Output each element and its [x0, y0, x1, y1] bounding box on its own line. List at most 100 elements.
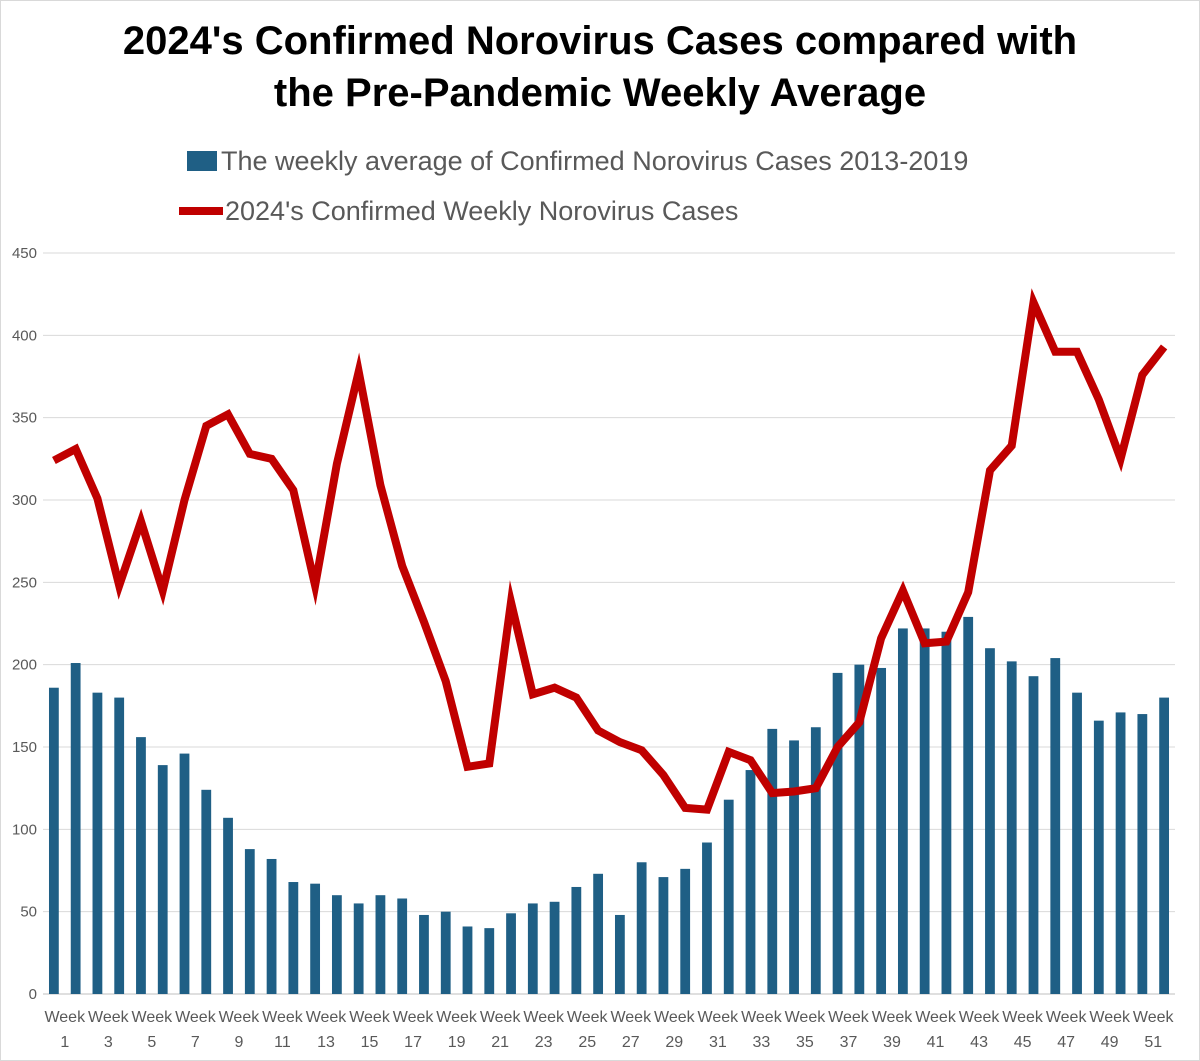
bar-week-11 — [266, 858, 277, 994]
bar-week-36 — [810, 727, 821, 994]
x-tick-number: 49 — [1101, 1034, 1119, 1051]
x-tick-label: Week 33 — [741, 1009, 783, 1051]
x-tick-prefix: Week — [436, 1009, 478, 1026]
y-tick-label: 250 — [12, 574, 37, 591]
x-tick-prefix: Week — [567, 1009, 609, 1026]
x-tick-label: Week 49 — [1089, 1009, 1131, 1051]
x-tick-label: Week 37 — [828, 1009, 870, 1051]
x-tick-number: 39 — [883, 1034, 901, 1051]
x-tick-number: 11 — [274, 1034, 291, 1051]
bar-week-26 — [593, 873, 604, 994]
x-tick-prefix: Week — [262, 1009, 304, 1026]
bar-week-45 — [1006, 661, 1017, 994]
x-tick-number: 41 — [927, 1034, 945, 1051]
bar-week-40 — [897, 628, 908, 994]
x-tick-label: Week 29 — [654, 1009, 696, 1051]
bar-week-7 — [179, 753, 190, 994]
bar-week-42 — [941, 631, 952, 994]
x-tick-number: 27 — [622, 1034, 640, 1051]
bar-week-9 — [223, 817, 233, 994]
bar-week-17 — [397, 898, 408, 994]
x-tick-prefix: Week — [306, 1009, 348, 1026]
bar-week-47 — [1050, 658, 1061, 994]
line-2024-series — [52, 288, 1168, 814]
x-tick-prefix: Week — [610, 1009, 652, 1026]
x-tick-label: Week 15 — [349, 1009, 391, 1051]
bar-week-49 — [1093, 720, 1104, 994]
x-tick-number: 17 — [404, 1034, 422, 1051]
bar-week-1 — [48, 687, 59, 994]
bar-week-24 — [549, 901, 560, 994]
x-tick-number: 25 — [578, 1034, 596, 1051]
x-tick-number: 31 — [709, 1034, 727, 1051]
bar-week-29 — [658, 877, 669, 994]
x-tick-label: Week 3 — [88, 1009, 130, 1051]
x-tick-prefix: Week — [1002, 1009, 1044, 1026]
bar-week-2 — [70, 663, 81, 994]
bar-week-43 — [963, 616, 974, 994]
x-tick-label: Week 9 — [219, 1009, 261, 1051]
x-tick-label: Week 27 — [610, 1009, 652, 1051]
x-tick-prefix: Week — [1046, 1009, 1088, 1026]
bar-week-18 — [419, 914, 429, 994]
chart-title: 2024's Confirmed Norovirus Cases compare… — [1, 15, 1199, 119]
bar-week-34 — [767, 728, 778, 994]
x-tick-number: 5 — [147, 1034, 156, 1051]
bar-week-6 — [157, 765, 168, 994]
x-tick-number: 9 — [234, 1034, 243, 1051]
bar-week-21 — [484, 928, 495, 994]
x-tick-number: 29 — [665, 1034, 683, 1051]
bar-week-35 — [789, 740, 799, 994]
x-tick-number: 1 — [60, 1034, 69, 1051]
bar-week-39 — [876, 667, 887, 994]
x-tick-prefix: Week — [654, 1009, 696, 1026]
x-tick-label: Week 17 — [393, 1009, 435, 1051]
x-tick-number: 15 — [361, 1034, 379, 1051]
x-tick-label: Week 47 — [1046, 1009, 1088, 1051]
y-tick-label: 300 — [12, 492, 37, 509]
x-tick-label: Week 45 — [1002, 1009, 1044, 1051]
x-tick-prefix: Week — [785, 1009, 827, 1026]
legend-label-average: The weekly average of Confirmed Noroviru… — [221, 145, 969, 176]
x-tick-label: Week 23 — [523, 1009, 565, 1051]
x-tick-number: 37 — [840, 1034, 858, 1051]
bar-week-28 — [636, 862, 647, 994]
x-tick-number: 45 — [1014, 1034, 1032, 1051]
legend-line-swatch — [179, 207, 223, 215]
x-tick-prefix: Week — [349, 1009, 391, 1026]
bar-week-25 — [571, 886, 582, 994]
bar-week-48 — [1072, 692, 1082, 994]
x-tick-number: 35 — [796, 1034, 814, 1051]
bar-week-4 — [114, 697, 125, 994]
bar-week-10 — [244, 849, 255, 994]
x-tick-prefix: Week — [88, 1009, 130, 1026]
y-tick-label: 200 — [12, 657, 37, 674]
x-tick-prefix: Week — [44, 1009, 86, 1026]
bar-week-14 — [331, 895, 342, 994]
x-tick-number: 33 — [752, 1034, 770, 1051]
bar-week-41 — [919, 628, 930, 994]
bar-week-3 — [92, 692, 103, 994]
x-tick-label: Week 13 — [306, 1009, 348, 1051]
bar-week-23 — [527, 903, 538, 994]
y-tick-label: 400 — [12, 327, 37, 344]
y-tick-label: 0 — [29, 986, 37, 1003]
bar-week-50 — [1115, 712, 1126, 994]
x-tick-number: 51 — [1144, 1034, 1162, 1051]
legend-item-2024: 2024's Confirmed Weekly Norovirus Cases — [179, 193, 738, 229]
x-tick-prefix: Week — [1133, 1009, 1175, 1026]
legend-bar-swatch — [187, 151, 217, 171]
x-tick-number: 13 — [317, 1034, 335, 1051]
x-tick-prefix: Week — [872, 1009, 914, 1026]
bar-week-51 — [1137, 714, 1148, 994]
x-tick-label: Week 11 — [262, 1009, 304, 1051]
legend-item-average: The weekly average of Confirmed Noroviru… — [187, 143, 968, 179]
x-tick-prefix: Week — [1089, 1009, 1131, 1026]
bar-week-16 — [375, 895, 386, 994]
y-tick-label: 50 — [20, 904, 37, 921]
bar-week-52 — [1159, 697, 1170, 994]
x-tick-number: 21 — [491, 1034, 509, 1051]
x-tick-prefix: Week — [393, 1009, 435, 1026]
